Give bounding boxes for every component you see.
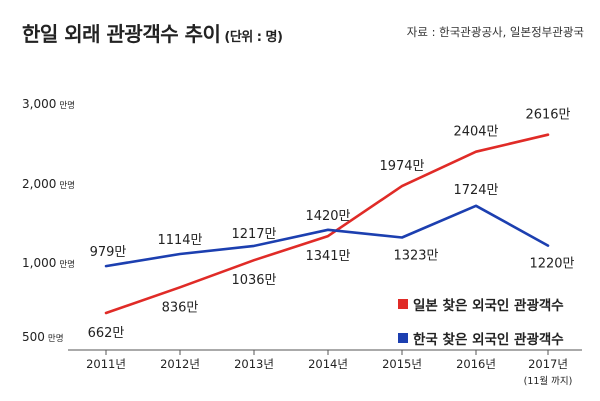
series (104, 133, 550, 315)
x-axis: 2011년 2012년 2013년 2014년 2015년 2016년 2017년 (11월 … (86, 350, 572, 387)
y-tick-value: 500 (22, 330, 45, 344)
y-tick-value: 2,000 (22, 177, 56, 191)
data-label-korea: 979만 (90, 245, 127, 260)
header: 한일 외래 관광객수 추이 (단위 : 명) 자료 : 한국관광공사, 일본정부관… (22, 18, 584, 48)
legend-item-japan: 일본 찾은 외국인 관광객수 (398, 293, 564, 315)
legend-label-korea: 한국 찾은 외국인 관광객수 (413, 332, 564, 348)
data-label-japan: 836만 (162, 300, 199, 315)
series-line-japan (104, 133, 550, 315)
data-label-japan: 1974만 (379, 159, 424, 174)
x-tick-label: 2014년 (308, 357, 348, 371)
x-tick-label: 2013년 (234, 357, 274, 371)
legend-swatch-japan (398, 299, 408, 309)
x-tick-sublabel: (11월 까지) (524, 375, 573, 387)
data-label-korea: 1114만 (157, 233, 202, 248)
y-tick-value: 1,000 (22, 256, 56, 270)
y-tick-label: 1,000 만명 (22, 256, 75, 270)
legend-swatch-korea (398, 333, 408, 343)
legend-label-japan: 일본 찾은 외국인 관광객수 (413, 298, 564, 314)
data-labels: 662만 836만 1036만 1341만 1974만 2404만 2616만 979만 111… (88, 108, 575, 341)
data-label-japan: 1341만 (305, 249, 350, 264)
x-tick-label: 2016년 (456, 357, 496, 371)
data-label-korea: 1217만 (231, 227, 276, 242)
y-tick-unit: 만명 (48, 333, 64, 344)
data-label-japan: 2616만 (525, 108, 570, 123)
x-tick-label: 2011년 (86, 357, 126, 371)
y-tick-label: 3,000 만명 (22, 97, 75, 111)
x-tick-label: 2017년 (528, 357, 568, 371)
legend-item-korea: 한국 찾은 외국인 관광객수 (398, 327, 564, 349)
y-tick-unit: 만명 (59, 259, 75, 270)
y-tick-unit: 만명 (59, 180, 75, 191)
series-line-korea (104, 204, 550, 268)
source-note: 자료 : 한국관광공사, 일본정부관광국 (406, 25, 584, 39)
data-label-japan: 1036만 (231, 273, 276, 288)
chart-title-text: 한일 외래 관광객수 추이 (22, 22, 221, 46)
unit-note: (단위 : 명) (224, 30, 283, 45)
data-label-korea: 1220만 (529, 257, 574, 272)
x-tick-label: 2012년 (160, 357, 200, 371)
y-tick-label: 500 만명 (22, 330, 64, 344)
y-tick-value: 3,000 (22, 97, 56, 111)
data-label-japan: 2404만 (453, 125, 498, 140)
data-label-korea: 1323만 (393, 248, 438, 263)
data-label-korea: 1420만 (305, 209, 350, 224)
chart-title: 한일 외래 관광객수 추이 (단위 : 명) (22, 18, 283, 47)
x-tick-label: 2015년 (382, 357, 422, 371)
y-axis: 500 만명1,000 만명2,000 만명3,000 만명 (22, 97, 75, 344)
data-label-korea: 1724만 (453, 183, 498, 198)
legend: 일본 찾은 외국인 관광객수 한국 찾은 외국인 관광객수 (398, 293, 564, 361)
y-tick-unit: 만명 (59, 100, 75, 111)
y-tick-label: 2,000 만명 (22, 177, 75, 191)
data-label-japan: 662만 (88, 326, 125, 341)
